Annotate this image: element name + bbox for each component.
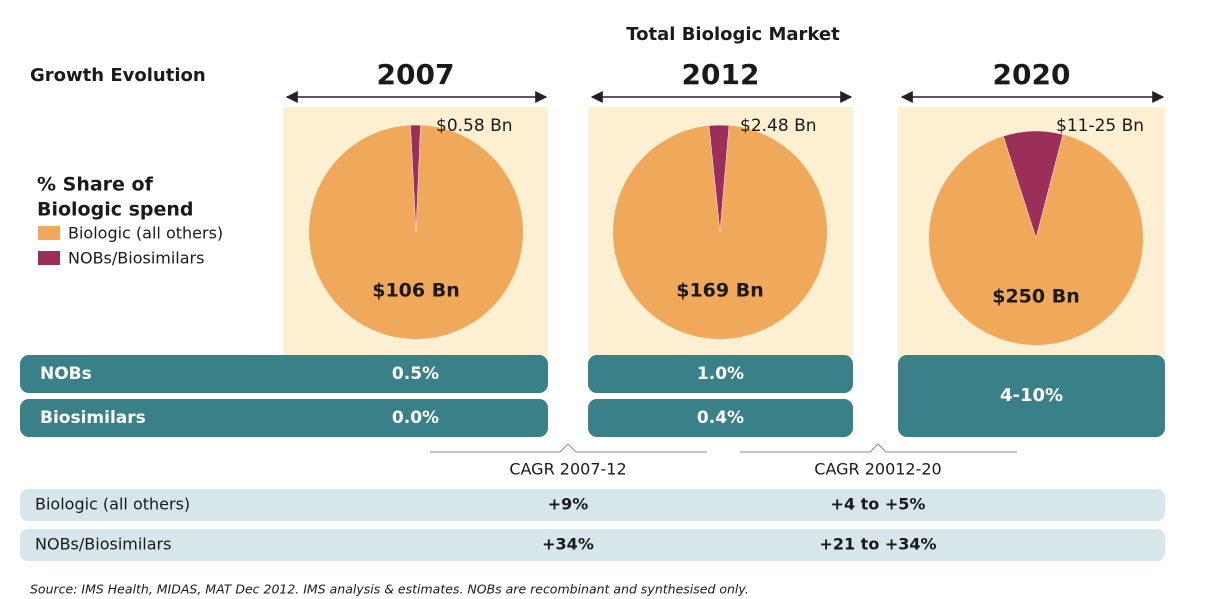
pie-slice bbox=[612, 125, 827, 339]
slice-label: $11-25 Bn bbox=[1056, 116, 1144, 136]
legend-label: NOBs/Biosimilars bbox=[68, 249, 204, 268]
pie-slice bbox=[708, 124, 730, 233]
share-value: 1.0% bbox=[697, 364, 744, 384]
pie-slice bbox=[928, 134, 1143, 345]
legend-label: Biologic (all others) bbox=[68, 224, 223, 243]
legend-swatch bbox=[38, 251, 60, 265]
pie-slice bbox=[309, 125, 524, 339]
cagr-value: +4 to +5% bbox=[831, 495, 926, 514]
cagr-period: CAGR 2007-12 bbox=[509, 460, 626, 479]
share-value: 0.4% bbox=[697, 408, 744, 428]
pie-slice bbox=[410, 124, 421, 233]
share-value: 4-10% bbox=[1000, 385, 1063, 406]
cagr-value: +21 to +34% bbox=[819, 535, 936, 554]
source: Source: IMS Health, MIDAS, MAT Dec 2012.… bbox=[30, 582, 749, 597]
year: 2020 bbox=[993, 58, 1071, 91]
share-value: 0.5% bbox=[392, 364, 439, 384]
slice-label: $0.58 Bn bbox=[436, 116, 513, 136]
pie-label: $106 Bn bbox=[372, 280, 460, 302]
cagr-row bbox=[20, 489, 1165, 521]
bracket bbox=[430, 443, 707, 453]
cagr-label: Biologic (all others) bbox=[35, 495, 190, 514]
cagr-label: NOBs/Biosimilars bbox=[35, 535, 171, 554]
share-row bbox=[20, 355, 548, 393]
share-box bbox=[588, 355, 853, 393]
legend-title: Biologic spend bbox=[37, 199, 194, 221]
cagr-value: +9% bbox=[548, 495, 589, 514]
year: 2007 bbox=[377, 58, 455, 91]
share-box bbox=[588, 399, 853, 437]
cagr-period: CAGR 20012-20 bbox=[814, 460, 941, 479]
legend-title: % Share of bbox=[37, 174, 154, 196]
legend-swatch bbox=[38, 226, 60, 240]
share-box bbox=[898, 355, 1165, 437]
row-label: NOBs bbox=[40, 364, 92, 384]
subtitle: Growth Evolution bbox=[30, 65, 206, 86]
year: 2012 bbox=[682, 58, 760, 91]
cagr-value: +34% bbox=[542, 535, 594, 554]
bracket bbox=[740, 443, 1017, 453]
slice-label: $2.48 Bn bbox=[740, 116, 817, 136]
row-label: Biosimilars bbox=[40, 408, 146, 428]
share-value: 0.0% bbox=[392, 408, 439, 428]
pie-label: $250 Bn bbox=[992, 286, 1080, 308]
share-row bbox=[20, 399, 548, 437]
title: Total Biologic Market bbox=[626, 24, 840, 45]
cagr-row bbox=[20, 529, 1165, 561]
pie-label: $169 Bn bbox=[676, 280, 764, 302]
pie-slice bbox=[1002, 130, 1064, 239]
